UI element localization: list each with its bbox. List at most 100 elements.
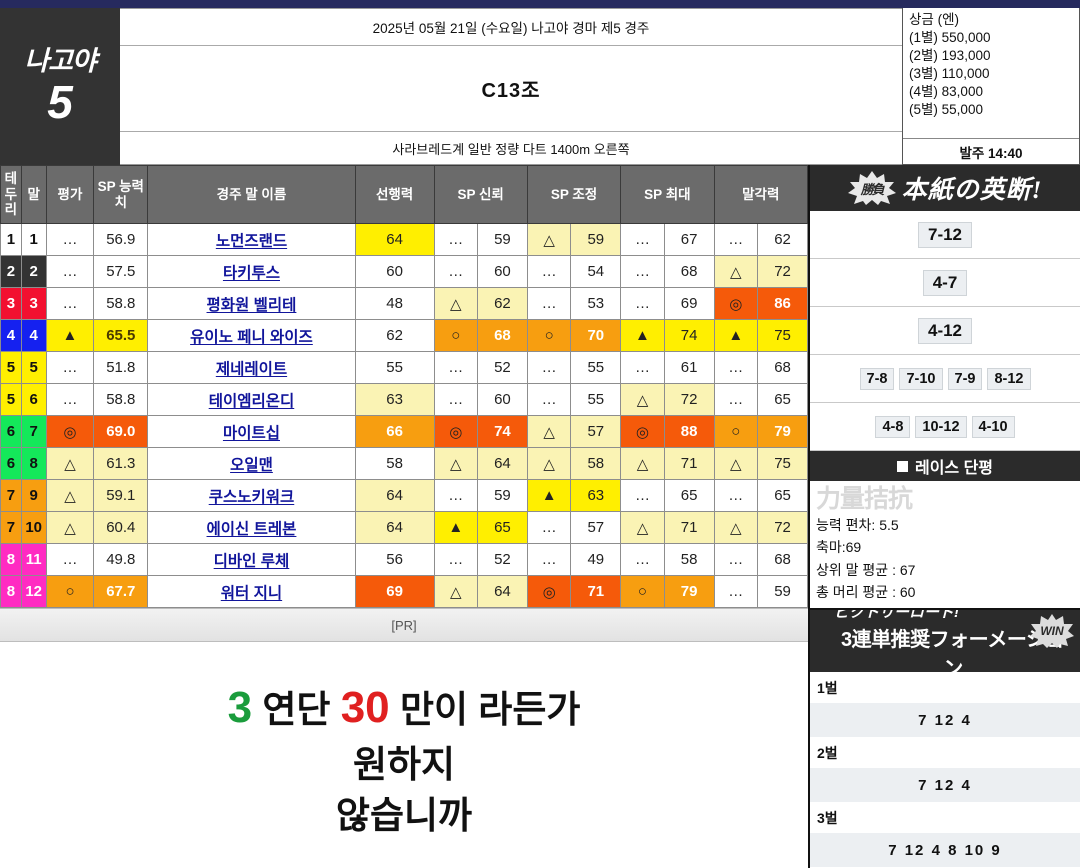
col-finish-power: 말각력 bbox=[713, 165, 809, 224]
cell-horse-name[interactable]: 마이트십 bbox=[147, 415, 356, 448]
cell-sp-reliability-value: 62 bbox=[477, 287, 528, 320]
cell-lead-power: 48 bbox=[354, 287, 435, 320]
table-row[interactable]: 5 6… 58.8 테이엠리온디 63… 60… 55 △ 72… 65 bbox=[0, 383, 808, 416]
ad-word-2: 만이 라든가 bbox=[399, 689, 581, 730]
cell-horse-name[interactable]: 워터 지니 bbox=[147, 575, 356, 608]
horse-name-link[interactable]: 오일맨 bbox=[230, 456, 273, 474]
pick-chip[interactable]: 7-10 bbox=[899, 367, 943, 390]
pick-chip[interactable]: 4-8 bbox=[875, 415, 911, 438]
horse-name-link[interactable]: 노먼즈랜드 bbox=[215, 232, 288, 250]
table-row[interactable]: 5 5… 51.8 제네레이트 55… 52… 55… 61… 68 bbox=[0, 351, 808, 384]
table-row[interactable]: 6 7 ◎ 69.0 마이트십 66 ◎ 74 △ 57 ◎ 88 ○ 79 bbox=[0, 415, 808, 448]
table-row[interactable]: 7 9 △ 59.1 쿠스노키워크 64… 59 ▲ 63… 65… 65 bbox=[0, 479, 808, 512]
cell-horse-name[interactable]: 유이노 페니 와이즈 bbox=[147, 319, 356, 352]
cell-horse-name[interactable]: 오일맨 bbox=[147, 447, 356, 480]
table-row[interactable]: 8 11… 49.8 디바인 루체 56… 52… 49… 58… 68 bbox=[0, 543, 808, 576]
cell-horse-name[interactable]: 쿠스노키워크 bbox=[147, 479, 356, 512]
cell-sp-ability: 69.0 bbox=[93, 415, 149, 448]
horse-name-link[interactable]: 마이트십 bbox=[222, 424, 280, 442]
cell-horse-name[interactable]: 평화원 벨리테 bbox=[147, 287, 356, 320]
pick-chip[interactable]: 4-7 bbox=[922, 269, 968, 296]
prize-title: 상금 (엔) bbox=[909, 12, 960, 27]
cell-finish-power-value: 75 bbox=[757, 447, 808, 480]
horse-name-link[interactable]: 에이신 트레본 bbox=[206, 520, 297, 538]
horse-name-link[interactable]: 테이엠리온디 bbox=[208, 392, 295, 410]
cell-sp-adjust-mark: ◎ bbox=[526, 575, 572, 608]
cell-sp-ability: 60.4 bbox=[93, 511, 149, 544]
pick-chip[interactable]: 7-9 bbox=[947, 367, 983, 390]
horse-name-link[interactable]: 제네레이트 bbox=[215, 360, 288, 378]
cell-sp-adjust-value: 57 bbox=[570, 415, 622, 448]
cell-sp-max-mark: △ bbox=[620, 447, 665, 480]
col-sp-ability: SP 능력치 bbox=[93, 165, 149, 224]
table-row[interactable]: 6 8 △ 61.3 오일맨 58 △ 64 △ 58 △ 71 △ 75 bbox=[0, 447, 808, 480]
pick-chip[interactable]: 7-12 bbox=[917, 221, 973, 248]
cell-sp-adjust-mark: … bbox=[526, 255, 572, 288]
horse-name-link[interactable]: 워터 지니 bbox=[220, 584, 283, 602]
cell-sp-reliability-mark: … bbox=[433, 383, 479, 416]
pick-chip[interactable]: 10-12 bbox=[915, 415, 967, 438]
cell-frame-number: 3 bbox=[0, 287, 22, 320]
cell-finish-power-mark: … bbox=[713, 543, 759, 576]
col-lead-power: 선행력 bbox=[354, 165, 435, 224]
prize-4: (4별) 83,000 bbox=[909, 83, 983, 99]
horse-name-link[interactable]: 타키투스 bbox=[222, 264, 280, 282]
table-row[interactable]: 4 4 ▲ 65.5 유이노 페니 와이즈 62 ○ 68 ○ 70 ▲ 74 ▲ 75 bbox=[0, 319, 808, 352]
race-conditions: 사라브레드계 일반 정량 다트 1400m 오른쪽 bbox=[120, 131, 902, 164]
cell-sp-adjust-mark: … bbox=[526, 511, 572, 544]
race-comment-ghost-text: 力量拮抗 bbox=[816, 484, 913, 513]
table-row[interactable]: 3 3… 58.8 평화원 벨리테 48 △ 62… 53… 69 ◎ 86 bbox=[0, 287, 808, 320]
table-row[interactable]: 8 12 ○ 67.7 워터 지니 69 △ 64 ◎ 71 ○ 79… 59 bbox=[0, 575, 808, 608]
horse-name-link[interactable]: 유이노 페니 와이즈 bbox=[190, 328, 313, 346]
cell-sp-adjust-mark: … bbox=[526, 351, 572, 384]
horse-name-link[interactable]: 디바인 루체 bbox=[213, 552, 290, 570]
cell-sp-max-mark: … bbox=[620, 223, 665, 256]
cell-sp-max-value: 68 bbox=[663, 255, 715, 288]
cell-lead-power: 56 bbox=[354, 543, 435, 576]
cell-gate-number: 9 bbox=[20, 479, 47, 512]
cell-sp-adjust-mark: … bbox=[526, 543, 572, 576]
advertisement[interactable]: 3 연단 30 만이 라든가 원하지 않습니까 bbox=[0, 642, 808, 868]
cell-evaluation-mark: … bbox=[45, 383, 95, 416]
cell-sp-adjust-value: 55 bbox=[570, 383, 622, 416]
pick-chip[interactable]: 4-12 bbox=[917, 317, 973, 344]
pick-row: 4-12 bbox=[810, 307, 1080, 355]
horse-name-link[interactable]: 쿠스노키워크 bbox=[208, 488, 295, 506]
cell-lead-power: 55 bbox=[354, 351, 435, 384]
cell-lead-power: 60 bbox=[354, 255, 435, 288]
formation-container: 1벌 7 12 4 2벌 7 12 4 3벌 7 12 4 8 10 9 bbox=[810, 672, 1080, 868]
cell-horse-name[interactable]: 테이엠리온디 bbox=[147, 383, 356, 416]
cell-horse-name[interactable]: 제네레이트 bbox=[147, 351, 356, 384]
pick-chip[interactable]: 4-10 bbox=[971, 415, 1015, 438]
cell-sp-reliability-value: 52 bbox=[477, 543, 528, 576]
cell-gate-number: 8 bbox=[20, 447, 47, 480]
cell-horse-name[interactable]: 타키투스 bbox=[147, 255, 356, 288]
pick-chip[interactable]: 7-8 bbox=[859, 367, 895, 390]
cell-finish-power-value: 68 bbox=[757, 543, 808, 576]
table-header-row: 테두리 말 평가 SP 능력치 경주 말 이름 선행력 SP 신뢰 SP 조정 … bbox=[0, 165, 809, 224]
horse-name-link[interactable]: 평화원 벨리테 bbox=[206, 296, 297, 314]
post-time: 발주 14:40 bbox=[903, 138, 1079, 164]
cell-horse-name[interactable]: 에이신 트레본 bbox=[147, 511, 356, 544]
table-row[interactable]: 1 1… 56.9 노먼즈랜드 64… 59 △ 59… 67… 62 bbox=[0, 223, 808, 256]
cell-lead-power: 69 bbox=[354, 575, 435, 608]
cell-sp-adjust-mark: △ bbox=[526, 415, 572, 448]
cell-finish-power-mark: ▲ bbox=[713, 319, 759, 352]
table-row[interactable]: 7 10 △ 60.4 에이신 트레본 64 ▲ 65… 57 △ 71 △ 72 bbox=[0, 511, 808, 544]
cell-horse-name[interactable]: 노먼즈랜드 bbox=[147, 223, 356, 256]
cell-gate-number: 3 bbox=[20, 287, 47, 320]
table-row[interactable]: 2 2… 57.5 타키투스 60… 60… 54… 68 △ 72 bbox=[0, 255, 808, 288]
cell-sp-max-mark: … bbox=[620, 287, 665, 320]
venue-name: 나고야 bbox=[24, 45, 97, 76]
col-frame: 테두리 bbox=[0, 165, 22, 224]
cell-finish-power-mark: … bbox=[713, 479, 759, 512]
cell-lead-power: 62 bbox=[354, 319, 435, 352]
cell-sp-adjust-mark: ▲ bbox=[526, 479, 572, 512]
pick-chip[interactable]: 8-12 bbox=[987, 367, 1031, 390]
cell-sp-reliability-mark: ○ bbox=[433, 319, 479, 352]
cell-frame-number: 8 bbox=[0, 543, 22, 576]
ad-line-2: 원하지 bbox=[352, 743, 456, 785]
cell-horse-name[interactable]: 디바인 루체 bbox=[147, 543, 356, 576]
cell-frame-number: 7 bbox=[0, 479, 22, 512]
pr-label: [PR] bbox=[391, 617, 417, 633]
